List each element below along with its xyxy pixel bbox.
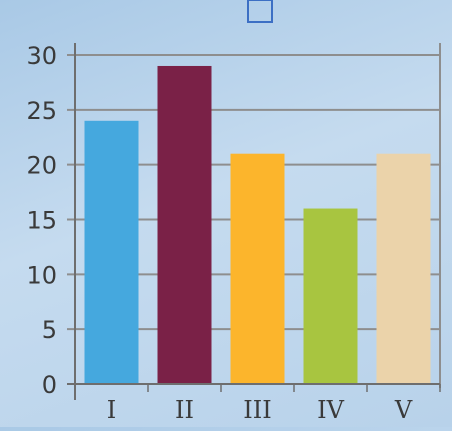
bar-II	[157, 65, 212, 384]
bar-III	[230, 153, 285, 384]
bar-V	[376, 153, 431, 384]
x-tick-label-I: I	[107, 396, 116, 424]
bars	[84, 65, 431, 385]
x-tick-label-II: II	[175, 396, 194, 424]
x-tick-label-IV: IV	[317, 396, 344, 424]
y-tick-label-5: 5	[42, 316, 57, 344]
legend-swatch	[247, 0, 273, 23]
bar-I	[84, 120, 139, 385]
y-tick-label-30: 30	[26, 42, 57, 70]
y-tick-label-0: 0	[42, 371, 57, 399]
x-tick-label-III: III	[243, 396, 271, 424]
y-tick-label-10: 10	[26, 261, 57, 289]
y-tick-label-25: 25	[26, 97, 57, 125]
axes	[67, 43, 441, 400]
y-tick-label-20: 20	[26, 152, 57, 180]
y-tick-label-15: 15	[26, 207, 57, 235]
bar-IV	[303, 208, 358, 384]
x-tick-label-V: V	[394, 396, 413, 424]
